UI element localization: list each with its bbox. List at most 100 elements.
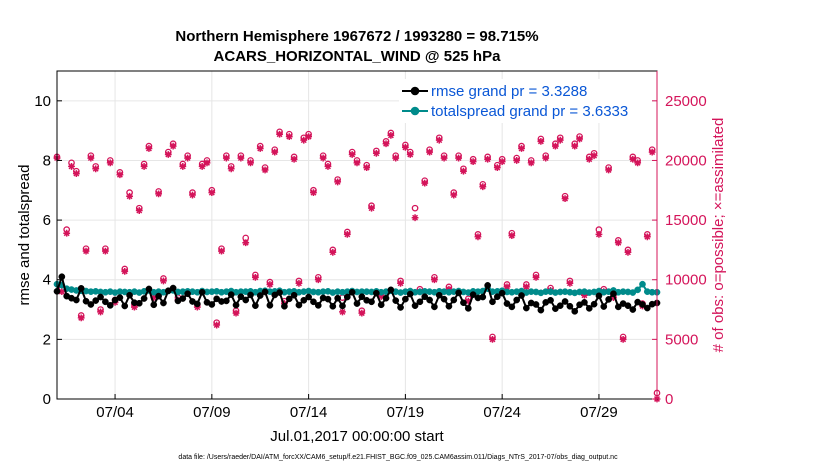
rmse-point-53 xyxy=(310,298,317,306)
rmse-point-77 xyxy=(426,296,433,304)
obs-assimilated-109 xyxy=(581,291,588,299)
rmse-point-80 xyxy=(440,295,448,303)
rmse-point-93 xyxy=(503,300,511,307)
rmse-point-1 xyxy=(58,273,66,281)
obs-assimilated-34 xyxy=(218,247,225,255)
obs-assimilated-5 xyxy=(77,314,85,322)
obs-assimilated-18 xyxy=(140,163,148,170)
right-axis: 0 5000 10000 15000 20000 25000 xyxy=(652,71,707,408)
rmse-point-42 xyxy=(256,292,264,299)
obs-assimilated-32 xyxy=(208,189,216,197)
obs-assimilated-93 xyxy=(503,283,511,291)
rmse-point-72 xyxy=(402,295,409,303)
obs-assimilated-59 xyxy=(339,308,346,316)
obs-assimilated-19 xyxy=(145,145,153,152)
rmse-point-17 xyxy=(135,299,143,307)
obs-assimilated-49 xyxy=(290,155,298,163)
obs-assimilated-46 xyxy=(276,130,283,138)
obs-assimilated-79 xyxy=(435,136,443,144)
rmse-point-57 xyxy=(329,302,337,310)
obs-assimilated-86 xyxy=(469,158,477,166)
obs-assimilated-71 xyxy=(397,279,404,287)
rmse-point-79 xyxy=(435,291,443,299)
rmse-point-10 xyxy=(102,298,109,306)
rmse-point-110 xyxy=(585,305,593,312)
obs-assimilated-55 xyxy=(319,154,327,162)
rmse-point-92 xyxy=(498,289,506,297)
obs-assimilated-13 xyxy=(116,171,124,179)
obs-assimilated-69 xyxy=(387,132,395,139)
y-right-tick-label-1: 5000 xyxy=(665,331,698,348)
plot-area xyxy=(57,71,657,399)
rmse-point-113 xyxy=(600,303,608,310)
obs-assimilated-44 xyxy=(266,281,274,288)
obs-assimilated-72 xyxy=(401,143,409,151)
obs-assimilated-111 xyxy=(590,152,598,160)
rmse-point-86 xyxy=(469,291,477,298)
obs-assimilated-82 xyxy=(450,191,458,199)
rmse-point-70 xyxy=(392,297,400,304)
rmse-point-75 xyxy=(416,298,424,306)
obs-assimilated-73 xyxy=(406,151,414,158)
obs-assimilated-38 xyxy=(237,154,245,162)
obs-assimilated-7 xyxy=(87,154,95,162)
rmse-point-90 xyxy=(489,298,496,306)
obs-assimilated-65 xyxy=(368,204,375,212)
rmse-point-122 xyxy=(643,304,651,312)
obs-assimilated-112 xyxy=(595,231,603,238)
rmse-point-37 xyxy=(232,301,240,309)
x-axis: 07/04 07/09 07/14 07/19 07/24 07/29 xyxy=(96,394,618,421)
obs-assimilated-92 xyxy=(498,158,506,166)
obs-assimilated-60 xyxy=(343,231,351,238)
rmse-point-94 xyxy=(508,303,516,311)
rmse-point-15 xyxy=(126,291,133,299)
obs-assimilated-66 xyxy=(372,149,380,157)
legend-box xyxy=(399,79,652,123)
obs-assimilated-2 xyxy=(63,229,71,237)
obs-assimilated-62 xyxy=(353,159,361,167)
y-axis-right-label: # of obs: o=possible; ×=assimilated xyxy=(710,118,727,353)
rmse-point-91 xyxy=(493,293,501,301)
rmse-point-82 xyxy=(450,296,458,304)
x-tick-label-4: 07/24 xyxy=(483,404,521,421)
rmse-point-103 xyxy=(552,305,559,313)
rmse-point-66 xyxy=(373,289,380,297)
rmse-point-22 xyxy=(160,299,167,307)
obs-assimilated-4 xyxy=(72,170,80,177)
rmse-point-105 xyxy=(561,298,569,305)
obs-assimilated-64 xyxy=(363,164,371,172)
rmse-point-40 xyxy=(247,291,254,299)
obs-assimilated-88 xyxy=(479,183,487,191)
rmse-point-60 xyxy=(343,293,351,301)
rmse-point-8 xyxy=(92,297,100,304)
obs-assimilated-96 xyxy=(518,145,525,152)
obs-assimilated-11 xyxy=(106,159,114,167)
obs-assimilated-107 xyxy=(571,142,579,150)
rmse-point-65 xyxy=(368,298,375,306)
obs-assimilated-87 xyxy=(474,233,482,241)
obs-assimilated-10 xyxy=(101,247,109,255)
obs-assimilated-1 xyxy=(58,288,66,296)
y-tick-label-4: 8 xyxy=(43,152,51,169)
obs-assimilated-99 xyxy=(532,273,540,281)
obs-assimilated-85 xyxy=(464,297,472,305)
obs-assimilated-28 xyxy=(189,191,196,199)
rmse-point-48 xyxy=(285,295,293,303)
y-tick-label-5: 10 xyxy=(34,93,51,110)
obs-assimilated-51 xyxy=(300,136,308,144)
obs-assimilated-22 xyxy=(160,277,167,285)
x-axis-label: Jul.01,2017 00:00:00 start xyxy=(270,428,444,445)
rmse-point-52 xyxy=(305,293,312,301)
rmse-point-58 xyxy=(334,294,341,302)
rmse-point-67 xyxy=(377,301,385,309)
obs-assimilated-74 xyxy=(411,214,419,222)
y-right-tick-label-4: 20000 xyxy=(665,152,707,169)
rmse-point-59 xyxy=(339,302,346,310)
obs-assimilated-41 xyxy=(251,273,259,281)
rmse-point-63 xyxy=(358,293,366,301)
obs-assimilated-52 xyxy=(305,133,313,140)
obs-assimilated-63 xyxy=(358,309,366,317)
rmse-point-20 xyxy=(150,301,158,309)
obs-assimilated-89 xyxy=(484,155,492,163)
y-right-tick-label-2: 10000 xyxy=(665,272,707,289)
